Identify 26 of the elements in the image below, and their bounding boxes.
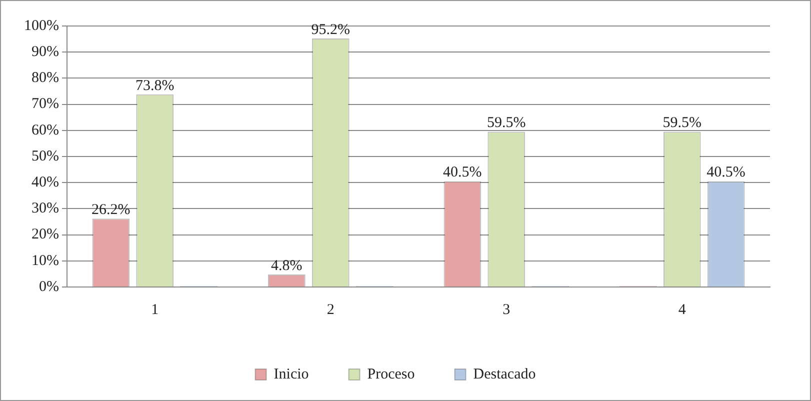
legend-label: Proceso xyxy=(367,366,415,382)
data-label: 73.8% xyxy=(135,78,174,94)
y-tick-label: 90% xyxy=(31,44,59,60)
x-tick-label: 1 xyxy=(151,302,159,318)
data-label: 59.5% xyxy=(662,115,702,132)
y-tick-label: 60% xyxy=(31,122,59,138)
data-label: 26.2% xyxy=(92,202,130,218)
y-tick-label: 100% xyxy=(24,18,59,34)
x-tick-label: 2 xyxy=(326,302,334,318)
y-tick-label: 0% xyxy=(38,278,59,295)
x-tick-label: 4 xyxy=(678,302,686,318)
y-tick-label: 30% xyxy=(31,200,59,217)
y-tick-label: 70% xyxy=(31,96,59,112)
legend-label: Destacado xyxy=(473,366,536,382)
data-label: 95.2% xyxy=(311,22,350,38)
data-label: 40.5% xyxy=(443,164,482,181)
y-tick-label: 80% xyxy=(31,70,59,86)
y-tick-label: 10% xyxy=(31,252,59,269)
data-label: 40.5% xyxy=(706,164,746,181)
data-label: 4.8% xyxy=(271,258,302,274)
legend-label: Inicio xyxy=(274,366,309,382)
y-tick-label: 40% xyxy=(31,174,59,191)
y-tick-label: 20% xyxy=(31,226,59,243)
data-label: 59.5% xyxy=(487,115,526,132)
x-tick-label: 3 xyxy=(502,302,510,318)
y-tick-label: 50% xyxy=(31,148,59,164)
